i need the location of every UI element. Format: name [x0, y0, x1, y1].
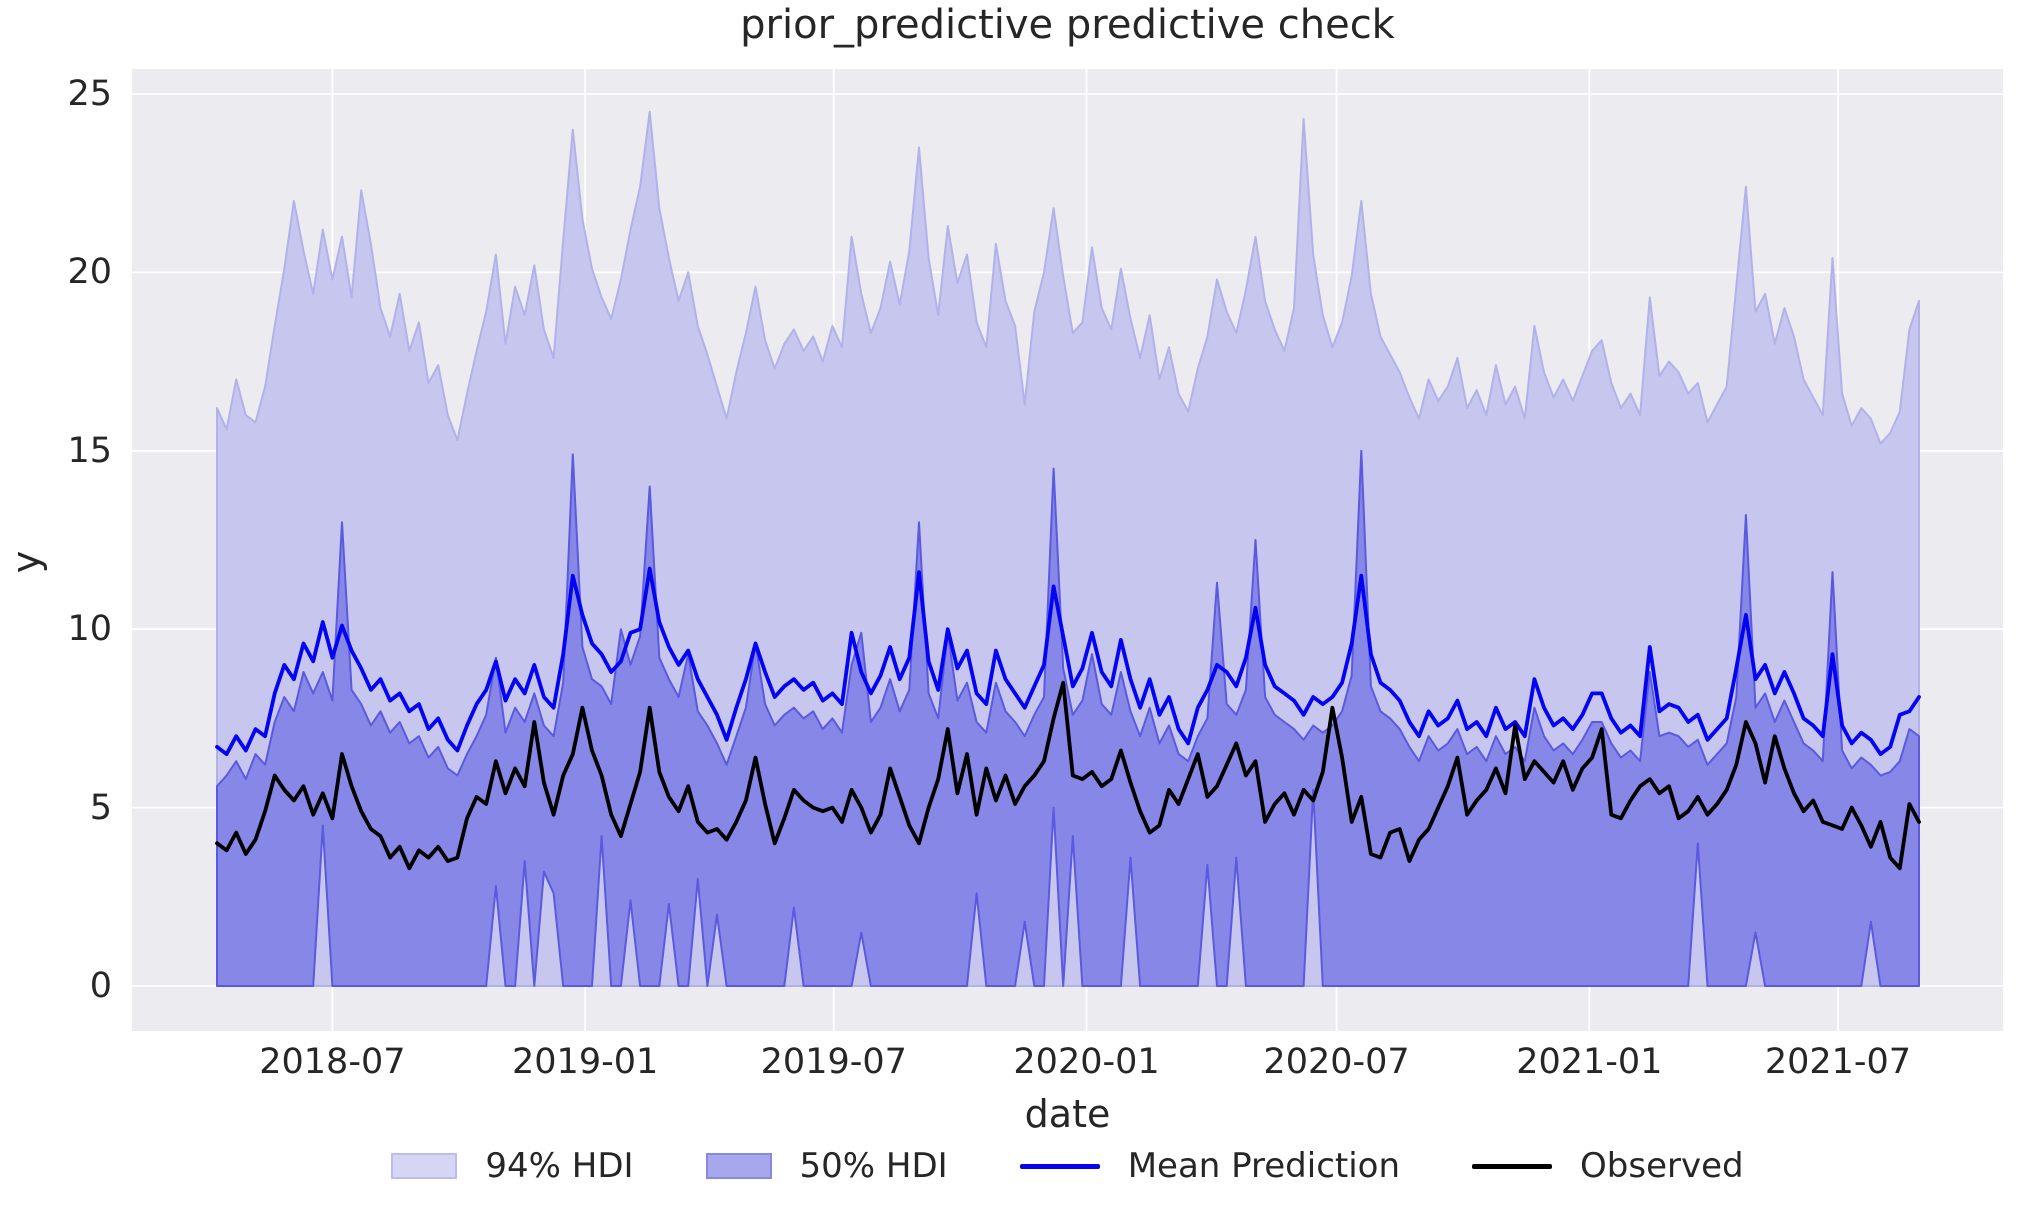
- legend-line-icon: [1472, 1163, 1553, 1169]
- y-tick-label: 0: [89, 966, 112, 1006]
- legend-label: Observed: [1580, 1146, 1744, 1186]
- x-tick-label: 2020-07: [1263, 1042, 1410, 1082]
- legend-item-observed: Observed: [1472, 1146, 1744, 1186]
- line-observed: [215, 680, 1921, 871]
- y-tick-label: 5: [89, 787, 112, 828]
- x-tick-label: 2019-07: [760, 1042, 907, 1082]
- chart-title: prior_predictive predictive check: [740, 2, 1395, 48]
- x-tick-label: 2020-01: [1013, 1042, 1160, 1082]
- legend-item-50-hdi: 50% HDI: [705, 1146, 948, 1186]
- legend-item-94-hdi: 94% HDI: [391, 1146, 634, 1186]
- legend: 94% HDI 50% HDI Mean Prediction Observed: [132, 1146, 2003, 1186]
- y-tick-label: 20: [67, 252, 112, 293]
- legend-label: 50% HDI: [799, 1146, 948, 1186]
- legend-label: Mean Prediction: [1127, 1146, 1401, 1186]
- legend-patch-icon: [705, 1153, 772, 1179]
- x-tick-label: 2018-07: [259, 1042, 406, 1082]
- legend-label: 94% HDI: [485, 1146, 634, 1186]
- line-mean-prediction: [215, 566, 1921, 756]
- legend-line-icon: [1019, 1163, 1100, 1169]
- x-tick-label: 2021-07: [1764, 1042, 1912, 1082]
- legend-patch-icon: [391, 1153, 458, 1179]
- legend-item-mean-prediction: Mean Prediction: [1019, 1146, 1401, 1186]
- x-tick-label: 2019-01: [512, 1042, 659, 1082]
- x-tick-label: 2021-01: [1516, 1042, 1663, 1082]
- x-axis-label: date: [1024, 1092, 1111, 1136]
- y-tick-label: 10: [67, 609, 112, 650]
- y-tick-label: 15: [67, 430, 112, 471]
- y-tick-label: 25: [67, 74, 112, 114]
